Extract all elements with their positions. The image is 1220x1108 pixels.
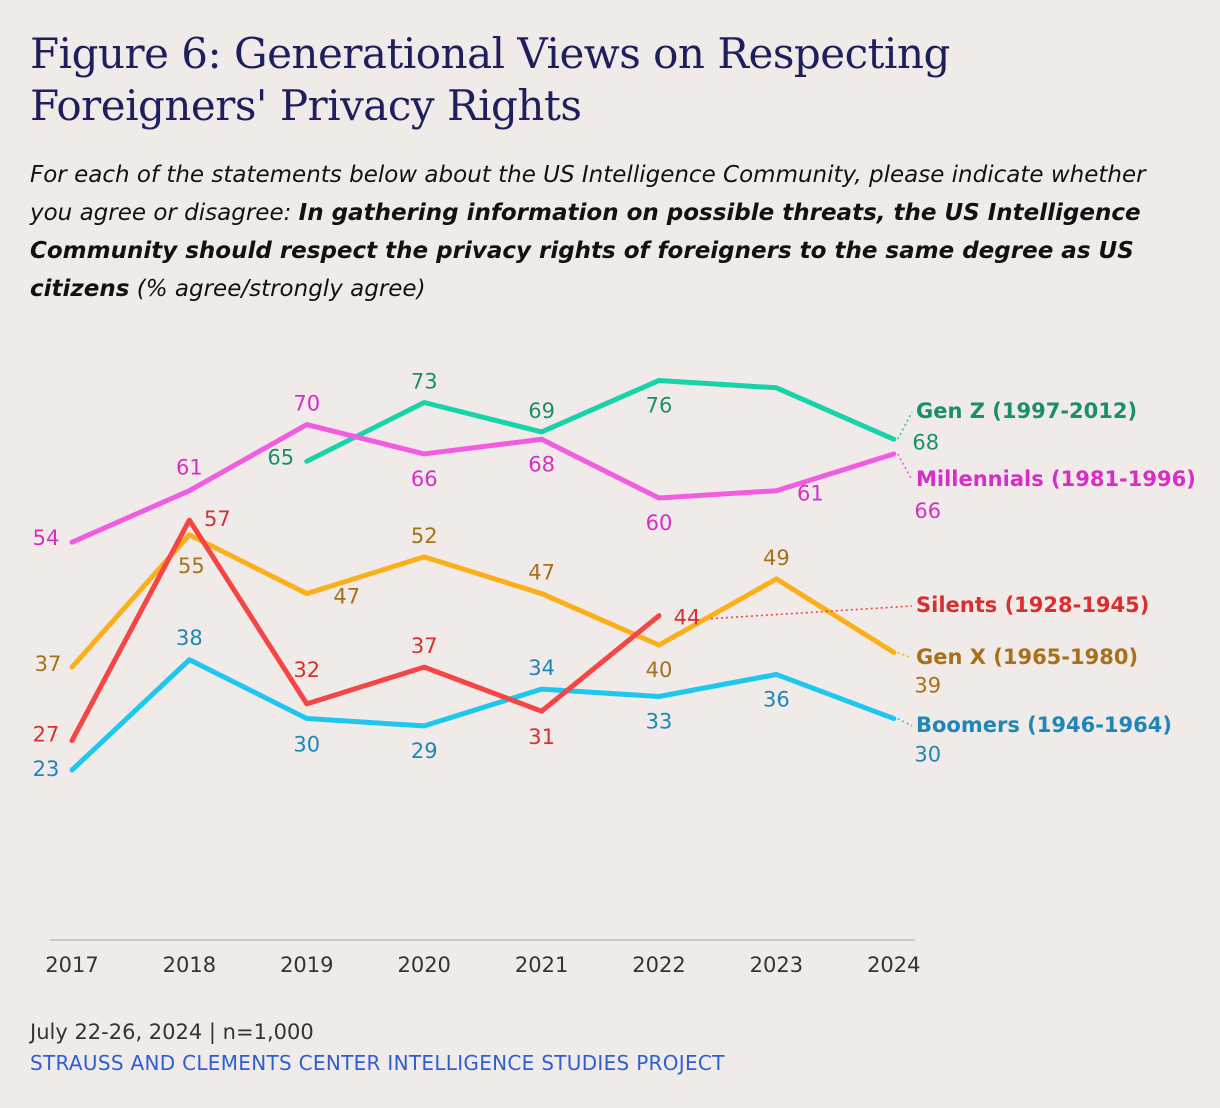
data-label-silents-2019: 32 xyxy=(293,658,320,682)
data-label-gen-2019: 47 xyxy=(333,585,360,609)
data-label-silents-2018: 57 xyxy=(204,507,231,531)
data-label-boomers-2018: 38 xyxy=(176,626,203,650)
series-name-label-gen: Gen Z (1997-2012) xyxy=(916,399,1137,423)
series-name-label-gen: Gen X (1965-1980) xyxy=(916,645,1138,669)
x-tick-label-2020: 2020 xyxy=(397,953,450,977)
leader-line-gen xyxy=(897,651,913,659)
data-label-silents-2021: 31 xyxy=(528,725,555,749)
data-label-silents-2020: 37 xyxy=(411,634,438,658)
series-line-millennials xyxy=(69,422,897,545)
x-tick-label-2023: 2023 xyxy=(750,953,803,977)
data-label-gen-2021: 69 xyxy=(528,399,555,423)
data-label-silents-2017: 27 xyxy=(33,723,60,747)
chart-subtitle: For each of the statements below about t… xyxy=(30,156,1180,308)
data-label-millennials-2018: 61 xyxy=(176,456,203,480)
data-label-boomers-2024: 30 xyxy=(914,743,941,767)
leader-line-millennials xyxy=(897,453,913,481)
footer-date-sample: July 22-26, 2024 | n=1,000 xyxy=(30,1020,314,1044)
data-label-millennials-2022: 60 xyxy=(646,511,673,535)
x-tick-label-2021: 2021 xyxy=(515,953,568,977)
series-line-gen xyxy=(304,377,897,464)
data-label-gen-2024: 68 xyxy=(912,430,939,454)
data-label-gen-2022: 76 xyxy=(646,393,673,417)
data-label-gen-2021: 47 xyxy=(528,561,555,585)
x-tick-label-2018: 2018 xyxy=(163,953,216,977)
data-label-millennials-2024: 66 xyxy=(914,499,941,523)
data-label-boomers-2017: 23 xyxy=(33,757,60,781)
footer-source: STRAUSS AND CLEMENTS CENTER INTELLIGENCE… xyxy=(30,1051,725,1075)
series-name-label-silents: Silents (1928-1945) xyxy=(916,593,1149,617)
data-label-boomers-2022: 33 xyxy=(646,710,673,734)
series-line-boomers xyxy=(69,657,897,773)
data-label-gen-2020: 52 xyxy=(411,524,438,548)
data-label-gen-2022: 40 xyxy=(646,658,673,682)
series-name-label-millennials: Millennials (1981-1996) xyxy=(916,467,1196,491)
data-label-millennials-2023: 61 xyxy=(797,482,824,506)
chart-title: Figure 6: Generational Views on Respecti… xyxy=(30,29,950,130)
x-tick-label-2017: 2017 xyxy=(45,953,98,977)
data-label-gen-2017: 37 xyxy=(35,652,62,676)
subtitle-unit: (% agree/strongly agree) xyxy=(129,276,426,302)
data-label-gen-2018: 55 xyxy=(178,554,205,578)
data-label-millennials-2017: 54 xyxy=(33,526,60,550)
data-label-gen-2019: 65 xyxy=(267,445,294,469)
line-chart: 2017 2018 2019 2020 2021 2022 2023 2024 65 73 69 76… xyxy=(33,370,1196,978)
data-label-millennials-2020: 66 xyxy=(411,467,438,491)
series-line-gen xyxy=(69,532,897,670)
series-name-label-boomers: Boomers (1946-1964) xyxy=(916,713,1172,737)
data-label-boomers-2019: 30 xyxy=(293,733,320,757)
leader-line-gen xyxy=(897,411,913,440)
data-label-gen-2023: 49 xyxy=(763,546,790,570)
data-label-millennials-2019: 70 xyxy=(293,392,320,416)
leader-line-boomers xyxy=(897,717,913,727)
leader-line-silents xyxy=(710,605,913,620)
data-label-millennials-2021: 68 xyxy=(528,452,555,476)
data-label-gen-2024: 39 xyxy=(914,673,941,697)
subtitle-statement: In gathering information on possible thr… xyxy=(30,200,1141,302)
x-tick-label-2019: 2019 xyxy=(280,953,333,977)
subtitle-lead: For each of the statements below about t… xyxy=(30,162,1146,226)
x-tick-label-2022: 2022 xyxy=(632,953,685,977)
series-line-silents xyxy=(69,517,662,744)
data-label-boomers-2020: 29 xyxy=(411,739,438,763)
x-tick-label-2024: 2024 xyxy=(867,953,920,977)
data-label-boomers-2023: 36 xyxy=(763,687,790,711)
data-label-boomers-2021: 34 xyxy=(528,656,555,680)
data-label-silents-2022: 44 xyxy=(674,606,701,630)
data-label-gen-2020: 73 xyxy=(411,370,438,394)
